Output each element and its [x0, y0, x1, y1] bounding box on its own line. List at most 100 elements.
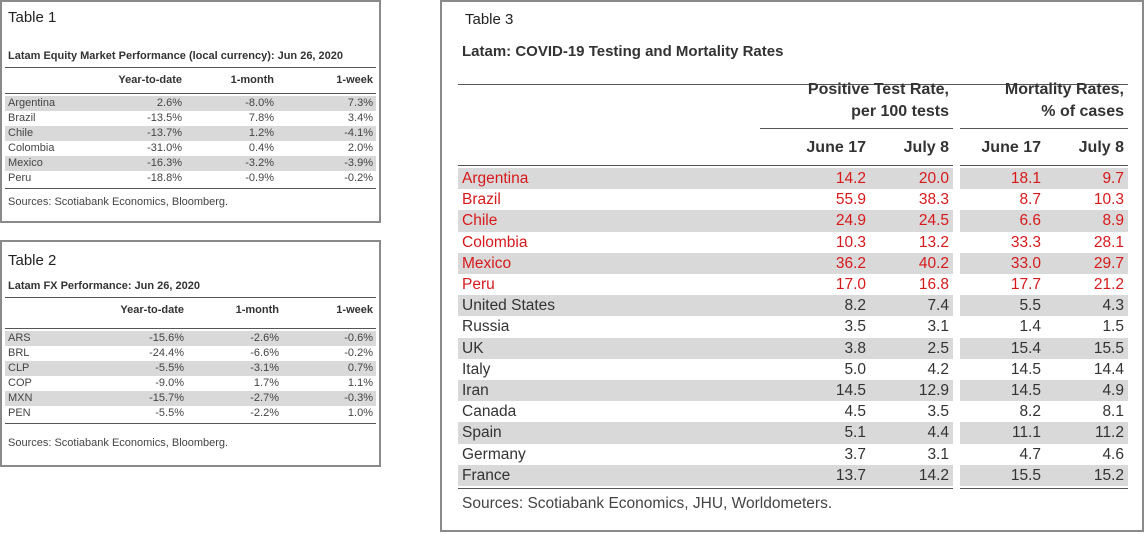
row-label: PEN	[5, 406, 105, 421]
cell-value: 17.7	[960, 274, 1045, 296]
cell-value: 4.4	[870, 422, 953, 444]
row-label: Chile	[458, 210, 760, 232]
cell-value: 4.9	[1045, 380, 1128, 402]
row-label: Mexico	[5, 156, 105, 171]
row-label: BRL	[5, 346, 105, 361]
cell-value: -8.0%	[185, 96, 277, 111]
cell-value: 3.1	[870, 443, 953, 465]
rule	[960, 488, 1128, 489]
rule	[458, 84, 1128, 85]
cell-value: 3.5	[760, 316, 870, 338]
cell-value: -3.2%	[185, 156, 277, 171]
cell-value: 0.4%	[185, 141, 277, 156]
cell-value: -3.1%	[187, 361, 282, 376]
cell-value: 4.3	[1045, 295, 1128, 317]
cell-value: -16.3%	[105, 156, 185, 171]
group-header: Positive Test Rate, per 100 tests	[807, 81, 949, 120]
cell-value: -5.5%	[105, 361, 187, 376]
table-title: Latam: COVID-19 Testing and Mortality Ra…	[462, 43, 784, 60]
cell-value: -13.7%	[105, 126, 185, 141]
column-header: 1-week	[336, 304, 373, 316]
cell-value: 10.3	[1045, 189, 1128, 211]
cell-value: 5.5	[960, 295, 1045, 317]
row-label: Russia	[458, 316, 760, 338]
cell-value: -2.6%	[187, 331, 282, 346]
cell-value: -0.9%	[185, 171, 277, 186]
cell-value: 15.5	[1045, 337, 1128, 359]
column-header: July 8	[1078, 139, 1124, 156]
row-label: Colombia	[5, 141, 105, 156]
cell-value: 12.9	[870, 380, 953, 402]
column-header: July 8	[903, 139, 949, 156]
cell-value: 40.2	[870, 252, 953, 274]
table-frame	[440, 0, 1144, 532]
cell-value: 14.5	[960, 358, 1045, 380]
row-label: UK	[458, 337, 760, 359]
source-note: Sources: Scotiabank Economics, Bloomberg…	[8, 437, 229, 449]
row-label: France	[458, 464, 760, 486]
row-label: Italy	[458, 358, 760, 380]
column-header: June 17	[806, 139, 866, 156]
row-label: Spain	[458, 422, 760, 444]
table-frame	[0, 0, 381, 223]
rule	[5, 67, 376, 68]
cell-value: 4.6	[1045, 443, 1128, 465]
cell-value: -0.2%	[277, 171, 376, 186]
cell-value: 24.9	[760, 210, 870, 232]
cell-value: 4.5	[760, 401, 870, 423]
cell-value: 13.7	[760, 464, 870, 486]
cell-value: -18.8%	[105, 171, 185, 186]
cell-value: -9.0%	[105, 376, 187, 391]
cell-value: 4.2	[870, 358, 953, 380]
cell-value: -0.2%	[282, 346, 376, 361]
cell-value: -3.9%	[277, 156, 376, 171]
cell-value: 15.5	[960, 464, 1045, 486]
cell-value: 2.6%	[105, 96, 185, 111]
cell-value: 14.2	[760, 168, 870, 190]
row-label: Brazil	[5, 111, 105, 126]
cell-value: -15.6%	[105, 331, 187, 346]
row-label: MXN	[5, 391, 105, 406]
cell-value: 5.1	[760, 422, 870, 444]
cell-value: 11.2	[1045, 422, 1128, 444]
cell-value: -0.3%	[282, 391, 376, 406]
cell-value: 55.9	[760, 189, 870, 211]
cell-value: -15.7%	[105, 391, 187, 406]
cell-value: 14.4	[1045, 358, 1128, 380]
table-label: Table 3	[465, 11, 514, 28]
cell-value: 1.2%	[185, 126, 277, 141]
cell-value: 9.7	[1045, 168, 1128, 190]
rule	[760, 128, 953, 129]
cell-value: 1.5	[1045, 316, 1128, 338]
cell-value: 20.0	[870, 168, 953, 190]
row-label: Chile	[5, 126, 105, 141]
row-label: Peru	[458, 274, 760, 296]
row-label: Canada	[458, 401, 760, 423]
cell-value: 29.7	[1045, 252, 1128, 274]
cell-value: 1.7%	[187, 376, 282, 391]
cell-value: -0.6%	[282, 331, 376, 346]
cell-value: 1.1%	[282, 376, 376, 391]
cell-value: 14.5	[960, 380, 1045, 402]
cell-value: -2.2%	[187, 406, 282, 421]
table-label: Table 1	[8, 9, 57, 26]
cell-value: 6.6	[960, 210, 1045, 232]
row-label: Colombia	[458, 231, 760, 253]
cell-value: 16.8	[870, 274, 953, 296]
rule	[5, 93, 376, 94]
row-label: United States	[458, 295, 760, 317]
cell-value: 8.1	[1045, 401, 1128, 423]
row-label: ARS	[5, 331, 105, 346]
column-header: Year-to-date	[120, 304, 184, 316]
cell-value: 3.5	[870, 401, 953, 423]
cell-value: -4.1%	[277, 126, 376, 141]
cell-value: -31.0%	[105, 141, 185, 156]
cell-value: 10.3	[760, 231, 870, 253]
column-header: Year-to-date	[118, 74, 182, 86]
cell-value: -2.7%	[187, 391, 282, 406]
cell-value: -5.5%	[105, 406, 187, 421]
cell-value: 7.8%	[185, 111, 277, 126]
cell-value: 14.5	[760, 380, 870, 402]
cell-value: 3.4%	[277, 111, 376, 126]
